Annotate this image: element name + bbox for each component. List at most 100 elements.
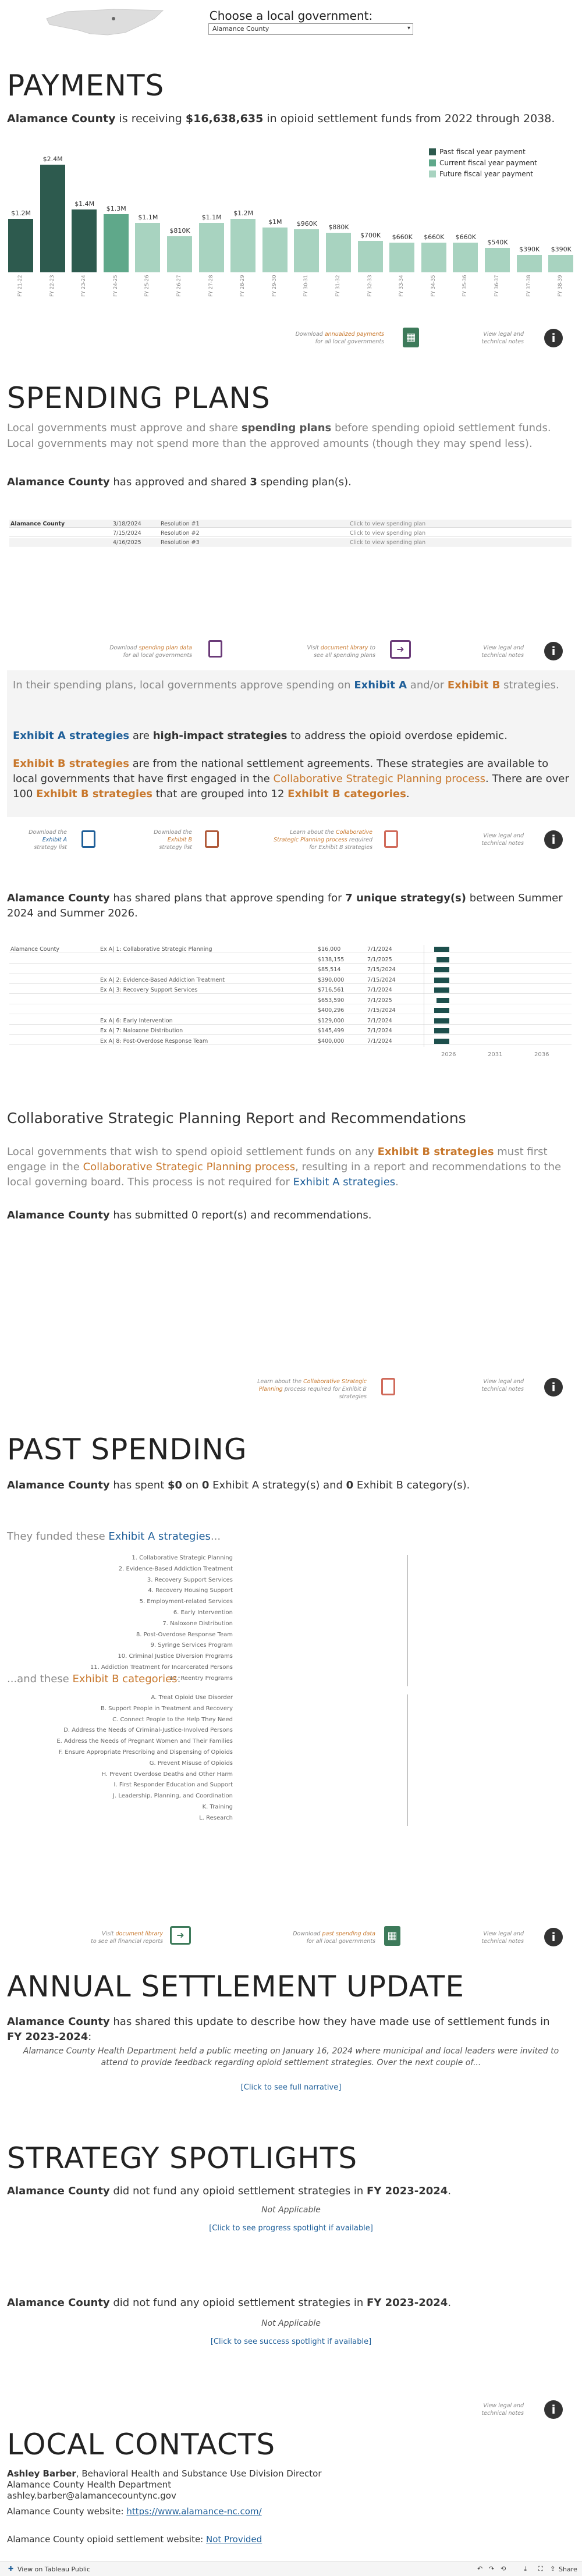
chart-bar[interactable]: [135, 223, 161, 272]
spending-plan-table: Alamance County 3/18/2024 Resolution #1 Cli…: [9, 520, 572, 555]
chart-bar[interactable]: [103, 214, 129, 272]
strategy-label: 6. Early Intervention: [173, 1609, 233, 1616]
gantt-bar[interactable]: [434, 1038, 449, 1044]
gantt-bar[interactable]: [434, 977, 449, 983]
spotlight-1-text: Alamance County did not fund any opioid …: [7, 2185, 452, 2197]
strategy-table: Alamance County Ex A| 1: Collaborative St…: [9, 945, 572, 1067]
revert-icon[interactable]: ⟲: [501, 2565, 506, 2573]
spreadsheet-icon[interactable]: ▦: [384, 1926, 400, 1946]
chart-bar[interactable]: [453, 243, 478, 272]
table-row: Ex A| 7: Naloxone Distribution $145,499 7/…: [9, 1026, 572, 1035]
csp-learn-note[interactable]: Learn about the Collaborative Strategic P…: [257, 1378, 367, 1400]
view-plan-link[interactable]: Click to view spending plan: [350, 521, 426, 527]
strategy-label: 1. Collaborative Strategic Planning: [132, 1555, 233, 1561]
library-icon[interactable]: ➜: [390, 640, 411, 659]
gantt-bar[interactable]: [436, 957, 449, 962]
exhibit-box: [7, 670, 575, 817]
gantt-bar[interactable]: [434, 967, 449, 972]
download-past-note[interactable]: Download past spending data for all local…: [293, 1931, 375, 1945]
document-icon[interactable]: [81, 830, 95, 848]
legend-future: Future fiscal year payment: [429, 169, 537, 180]
gantt-bar[interactable]: [434, 947, 449, 952]
county-select[interactable]: Alamance County ▾: [208, 23, 413, 35]
chart-bar[interactable]: [230, 218, 256, 272]
choose-label: Choose a local government:: [209, 9, 373, 23]
document-icon[interactable]: [208, 640, 222, 658]
undo-icon[interactable]: ↶: [477, 2565, 483, 2573]
spotlight-2-text: Alamance County did not fund any opioid …: [7, 2297, 452, 2309]
exhibit-p1: In their spending plans, local governmen…: [13, 679, 559, 691]
chart-bar[interactable]: [262, 228, 288, 272]
gantt-bar[interactable]: [434, 1018, 449, 1024]
chart-bar[interactable]: [72, 209, 97, 272]
chart-bar[interactable]: [357, 241, 383, 272]
document-icon[interactable]: [205, 830, 219, 848]
chart-bar[interactable]: [8, 218, 33, 272]
gantt-bar[interactable]: [434, 1008, 449, 1013]
bar-value-label: $390K: [551, 246, 572, 253]
bar-value-label: $1.2M: [233, 209, 254, 217]
category-tick-label: FY 25-26: [144, 275, 151, 297]
download-plan-note[interactable]: Download spending plan data for all local…: [109, 645, 192, 659]
view-plan-link[interactable]: Click to view spending plan: [350, 530, 426, 536]
fullscreen-icon[interactable]: ⛶: [538, 2565, 543, 2573]
chart-bar[interactable]: [485, 248, 510, 272]
view-on-tableau-link[interactable]: View on Tableau Public: [17, 2566, 91, 2573]
category-tick-label: FY 27-28: [208, 275, 214, 297]
info-icon: i: [544, 642, 563, 660]
legal-note-past[interactable]: View legal and technical notes: [481, 1931, 524, 1945]
county-website-link[interactable]: https://www.alamance-nc.com/: [126, 2506, 262, 2517]
bar-value-label: $540K: [487, 239, 508, 247]
strategy-label: D. Address the Needs of Criminal-Justice…: [63, 1727, 233, 1734]
legal-note-exhibits[interactable]: View legal and technical notes: [481, 833, 524, 847]
chart-bar[interactable]: [326, 233, 351, 272]
info-icon[interactable]: i: [544, 329, 563, 347]
bar-value-label: $1.3M: [106, 205, 126, 212]
csp-doc-icon[interactable]: [384, 830, 398, 848]
full-narrative-link[interactable]: [Click to see full narrative]: [240, 2083, 342, 2092]
gantt-bar[interactable]: [434, 1028, 449, 1033]
gantt-bar[interactable]: [436, 997, 449, 1003]
view-plan-link[interactable]: Click to view spending plan: [350, 539, 426, 546]
chart-bar[interactable]: [516, 255, 542, 272]
progress-spotlight-link[interactable]: [Click to see progress spotlight if avai…: [209, 2224, 373, 2233]
download-icon[interactable]: ⤓: [524, 2565, 527, 2573]
chart-bar[interactable]: [167, 236, 192, 272]
table-row: Ex A| 2: Evidence-Based Addiction Treatm…: [9, 976, 572, 984]
library-note-past[interactable]: Visit document library to see all financi…: [91, 1931, 163, 1945]
strategy-label: G. Prevent Misuse of Opioids: [149, 1760, 233, 1767]
library-icon[interactable]: ➜: [170, 1926, 191, 1945]
strategy-label: B. Support People in Treatment and Recov…: [100, 1705, 233, 1712]
share-button[interactable]: Share: [559, 2566, 577, 2573]
contact-block: Ashley Barber, Behavioral Health and Sub…: [7, 2468, 322, 2501]
chart-bar[interactable]: [40, 165, 65, 272]
legal-note-payments[interactable]: View legal and technical notes: [481, 331, 524, 345]
legal-note-spotlights[interactable]: View legal and technical notes: [481, 2403, 524, 2417]
chart-bar[interactable]: [389, 243, 415, 272]
opioid-website-link[interactable]: Not Provided: [206, 2534, 262, 2545]
csp-note[interactable]: Learn about the Collaborative Strategic P…: [274, 829, 372, 851]
not-applicable: Not Applicable: [261, 2319, 321, 2328]
library-note[interactable]: Visit document library to see all spendin…: [307, 645, 375, 659]
category-tick-label: FY 32-33: [367, 275, 373, 297]
gantt-bar[interactable]: [434, 987, 449, 993]
legal-note-plans[interactable]: View legal and technical notes: [481, 645, 524, 659]
spreadsheet-icon[interactable]: ▦: [403, 328, 419, 347]
chevron-down-icon: ▾: [407, 25, 410, 31]
csp-doc-icon[interactable]: [381, 1378, 395, 1395]
legal-note-csp[interactable]: View legal and technical notes: [481, 1378, 524, 1392]
chart-bar[interactable]: [294, 229, 320, 272]
table-row: $138,155 7/1/2025: [9, 955, 572, 964]
strategy-label: 4. Recovery Housing Support: [148, 1587, 233, 1594]
success-spotlight-link[interactable]: [Click to see success spotlight if avail…: [210, 2337, 372, 2346]
download-payments-note[interactable]: Download annualized payments for all loca…: [295, 331, 384, 345]
chart-bar[interactable]: [548, 255, 574, 272]
redo-icon[interactable]: ↷: [489, 2565, 495, 2573]
chart-bar[interactable]: [198, 223, 224, 272]
county-select-value: Alamance County: [212, 25, 269, 33]
chart-bar[interactable]: [421, 243, 446, 272]
contact-email[interactable]: ashley.barber@alamancecountync.gov: [7, 2490, 176, 2501]
share-icon[interactable]: ⇪: [550, 2565, 556, 2573]
